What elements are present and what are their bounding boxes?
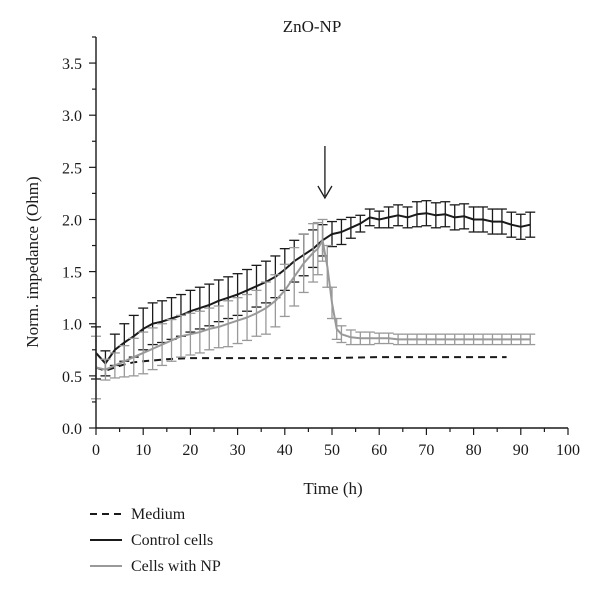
x-tick-label: 90 [513, 442, 529, 459]
y-axis-title: Norm. impedance (Ohm) [23, 176, 42, 347]
chart-title: ZnO-NP [283, 17, 342, 36]
x-tick-label: 80 [466, 442, 482, 459]
series-line [95, 356, 507, 372]
x-tick-label: 10 [135, 442, 151, 459]
y-tick-label: 3.0 [62, 108, 82, 125]
series-line [95, 239, 531, 371]
y-tick-label: 2.0 [62, 212, 82, 229]
series-3 [91, 218, 536, 400]
legend-label: Control cells [131, 532, 213, 549]
y-tick-label: 3.5 [62, 56, 82, 73]
x-tick-label: 20 [182, 442, 198, 459]
series-1 [95, 356, 507, 372]
y-tick-label: 0.5 [62, 369, 82, 386]
y-tick-label: 1.5 [62, 265, 82, 282]
annotation-arrow-head [317, 185, 333, 200]
legend-label: Medium [131, 506, 186, 523]
x-tick-label: 100 [556, 442, 580, 459]
x-tick-label: 70 [418, 442, 434, 459]
x-tick-label: 30 [230, 442, 246, 459]
plot-area [91, 146, 536, 400]
y-tick-label: 0.0 [62, 421, 82, 438]
x-tick-label: 60 [371, 442, 387, 459]
x-tick-label: 40 [277, 442, 293, 459]
legend-label: Cells with NP [131, 558, 221, 575]
y-tick-label: 2.5 [62, 160, 82, 177]
x-axis-title: Time (h) [303, 479, 362, 498]
y-tick-label: 1.0 [62, 317, 82, 334]
x-tick-label: 50 [324, 442, 340, 459]
axes: 0 10 20 30 40 50 60 70 80 90 100 0.0 0.5 1.0 1.5 2.0 2.5… [62, 36, 580, 459]
legend: Medium Control cells Cells with NP [90, 506, 221, 575]
x-tick-label: 0 [92, 442, 100, 459]
